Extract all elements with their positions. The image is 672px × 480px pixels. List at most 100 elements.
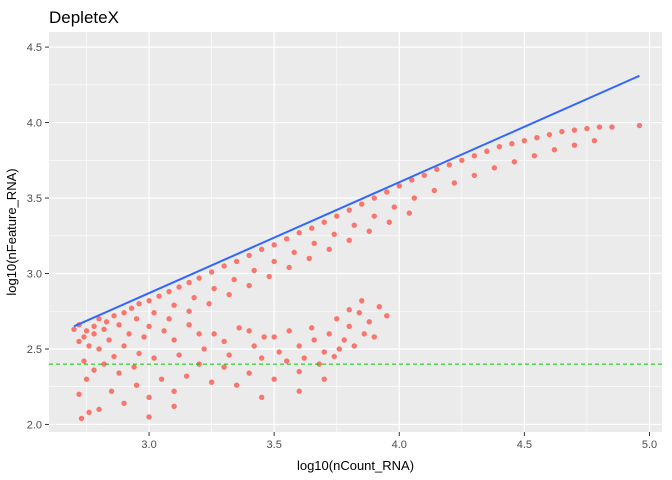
data-point xyxy=(334,213,340,219)
data-point xyxy=(434,166,440,173)
data-point xyxy=(221,364,227,370)
data-point xyxy=(196,275,202,281)
data-point xyxy=(351,222,357,228)
data-point xyxy=(366,319,372,325)
data-point xyxy=(359,201,365,207)
data-point xyxy=(103,319,110,325)
data-point xyxy=(111,353,117,360)
data-point xyxy=(496,144,503,150)
data-point xyxy=(183,373,190,379)
data-point xyxy=(359,297,365,304)
y-tick-label: 2.5 xyxy=(27,344,42,356)
data-point xyxy=(246,370,252,376)
data-point xyxy=(636,122,643,129)
data-point xyxy=(276,349,282,355)
data-point xyxy=(311,240,317,247)
data-point xyxy=(384,313,390,319)
data-point xyxy=(258,355,265,361)
data-point xyxy=(76,338,82,345)
data-point xyxy=(491,165,498,171)
data-point xyxy=(296,368,302,375)
data-point xyxy=(151,355,157,361)
data-point xyxy=(226,291,232,298)
data-point xyxy=(336,346,342,352)
data-point xyxy=(386,219,392,225)
data-point xyxy=(126,331,132,337)
x-axis-ticks: 3.0 3.5 4.0 4.5 5.0 xyxy=(141,432,657,451)
data-point xyxy=(101,361,107,367)
data-point xyxy=(121,400,127,407)
data-point xyxy=(421,172,428,179)
data-point xyxy=(296,343,302,349)
x-tick-label: 4.0 xyxy=(392,439,407,451)
data-point xyxy=(326,331,332,337)
data-point xyxy=(509,140,515,147)
data-point xyxy=(171,403,177,410)
data-point xyxy=(186,279,192,286)
data-point xyxy=(166,288,172,295)
lines-layer xyxy=(49,74,662,365)
data-point xyxy=(271,376,277,382)
data-point xyxy=(106,337,112,343)
data-point xyxy=(251,267,257,274)
data-point xyxy=(471,172,478,179)
data-point xyxy=(211,285,217,292)
data-point xyxy=(221,263,227,269)
data-point xyxy=(111,313,117,319)
data-point xyxy=(146,414,152,420)
data-point xyxy=(83,376,90,382)
data-point xyxy=(91,331,97,337)
data-point xyxy=(231,276,237,283)
data-point xyxy=(251,343,257,349)
data-point xyxy=(96,316,102,322)
data-point xyxy=(559,128,565,135)
data-point xyxy=(258,246,265,253)
fit-line xyxy=(73,74,640,328)
data-point xyxy=(321,219,327,225)
data-point xyxy=(76,391,82,397)
data-point xyxy=(121,343,127,349)
data-point xyxy=(406,210,412,216)
data-point xyxy=(591,137,598,144)
data-point xyxy=(271,334,277,340)
data-point xyxy=(133,382,140,388)
data-point xyxy=(551,147,558,153)
data-point xyxy=(208,269,215,275)
data-point xyxy=(211,331,217,337)
data-point xyxy=(171,388,177,394)
data-point xyxy=(136,300,142,307)
y-axis-title: log10(nFeature_RNA) xyxy=(4,168,19,295)
y-tick-label: 2.0 xyxy=(27,419,42,431)
data-point xyxy=(86,343,92,349)
data-point xyxy=(311,337,317,343)
data-point xyxy=(266,273,272,280)
data-point xyxy=(236,325,242,331)
data-point xyxy=(96,346,102,352)
data-point xyxy=(321,349,327,355)
data-point xyxy=(186,322,192,328)
data-point xyxy=(376,304,382,310)
data-point xyxy=(81,334,87,340)
data-point xyxy=(246,282,252,289)
data-point xyxy=(96,406,102,413)
data-point xyxy=(346,237,352,244)
chart-title: DepleteX xyxy=(49,8,119,27)
data-point xyxy=(371,213,377,219)
data-point xyxy=(151,310,157,316)
data-point xyxy=(471,153,478,159)
data-point xyxy=(366,228,372,234)
data-point xyxy=(431,187,438,194)
x-tick-label: 3.5 xyxy=(267,439,282,451)
data-point xyxy=(258,394,265,400)
data-point xyxy=(321,376,327,382)
data-point xyxy=(176,284,182,290)
data-point xyxy=(341,337,347,343)
data-point xyxy=(361,331,367,337)
x-axis-title: log10(nCount_RNA) xyxy=(297,458,414,473)
data-point xyxy=(261,334,267,340)
y-tick-label: 3.5 xyxy=(27,193,42,205)
data-point xyxy=(121,310,127,316)
data-point xyxy=(306,255,312,262)
major-gridlines xyxy=(49,32,662,432)
